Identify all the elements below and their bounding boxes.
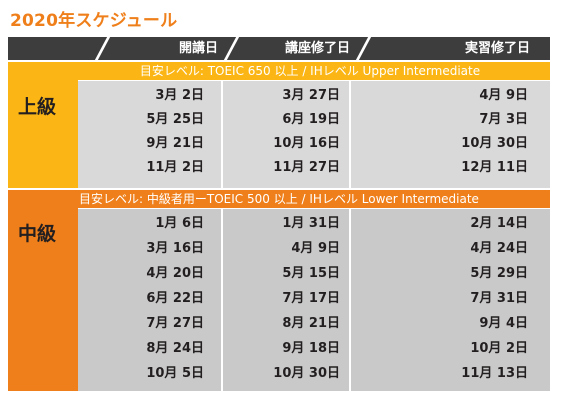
upper-practicum-end-cell: 4月 9日 xyxy=(479,88,528,103)
upper-start-cell: 9月 21日 xyxy=(146,136,204,151)
lower-start-cell: 6月 22日 xyxy=(146,291,204,306)
lower-course-end-cell: 5月 15日 xyxy=(282,266,340,281)
header-divider xyxy=(223,37,240,60)
upper-start-cell: 11月 2日 xyxy=(146,160,204,175)
lower-practicum-end-cell: 9月 4日 xyxy=(479,316,528,331)
upper-start-cell: 3月 2日 xyxy=(155,88,204,103)
lower-practicum-end-cell: 11月 13日 xyxy=(461,366,528,381)
upper-start-cell: 5月 25日 xyxy=(146,112,204,127)
lower-start-cell: 7月 27日 xyxy=(146,316,204,331)
upper-level-label: 上級 xyxy=(18,96,57,118)
lower-course-end-cell: 10月 30日 xyxy=(273,366,340,381)
lower-practicum-end-cell: 2月 14日 xyxy=(470,216,528,231)
header-start-date: 開講日 xyxy=(178,41,218,56)
lower-level-sidebar xyxy=(8,190,78,391)
upper-course-end-cell: 3月 27日 xyxy=(282,88,340,103)
upper-course-end-cell: 10月 16日 xyxy=(273,136,340,151)
lower-start-cell: 10月 5日 xyxy=(146,366,204,381)
page-title: 2020年スケジュール xyxy=(10,11,178,31)
lower-practicum-end-cell: 10月 2日 xyxy=(470,341,528,356)
lower-level-label: 中級 xyxy=(18,223,57,245)
upper-practicum-end-cell: 10月 30日 xyxy=(461,136,528,151)
upper-practicum-end-cell: 7月 3日 xyxy=(479,112,528,127)
lower-start-cell: 3月 16日 xyxy=(146,241,204,256)
lower-course-end-cell: 8月 21日 xyxy=(282,316,340,331)
upper-schedule-panel: 3月 2日 3月 27日 4月 9日 5月 25日 6月 19日 7月 3日 9… xyxy=(78,81,550,188)
lower-course-end-cell: 9月 18日 xyxy=(282,341,340,356)
upper-practicum-end-cell: 12月 11日 xyxy=(461,160,528,175)
header-course-end-date: 講座修了日 xyxy=(284,41,350,56)
lower-practicum-end-cell: 7月 31日 xyxy=(470,291,528,306)
lower-course-end-cell: 7月 17日 xyxy=(282,291,340,306)
lower-practicum-end-cell: 5月 29日 xyxy=(470,266,528,281)
upper-course-end-cell: 6月 19日 xyxy=(282,112,340,127)
lower-practicum-end-cell: 4月 24日 xyxy=(470,241,528,256)
lower-schedule-panel: 1月 6日 1月 31日 2月 14日 3月 16日 4月 9日 4月 24日 … xyxy=(78,209,550,391)
header-divider xyxy=(355,37,372,60)
upper-level-band: 目安レベル: TOEIC 650 以上 / IHレベル Upper Interm… xyxy=(70,62,550,80)
lower-start-cell: 1月 6日 xyxy=(155,216,204,231)
lower-course-end-cell: 1月 31日 xyxy=(282,216,340,231)
upper-course-end-cell: 11月 27日 xyxy=(273,160,340,175)
upper-level-sidebar xyxy=(8,62,78,188)
schedule-header: 開講日 講座修了日 実習修了日 xyxy=(8,37,550,60)
lower-start-cell: 4月 20日 xyxy=(146,266,204,281)
header-practicum-end-date: 実習修了日 xyxy=(464,41,530,56)
lower-course-end-cell: 4月 9日 xyxy=(291,241,340,256)
lower-start-cell: 8月 24日 xyxy=(146,341,204,356)
lower-level-band: 目安レベル: 中級者用ーTOEIC 500 以上 / IHレベル Lower I… xyxy=(8,190,550,208)
